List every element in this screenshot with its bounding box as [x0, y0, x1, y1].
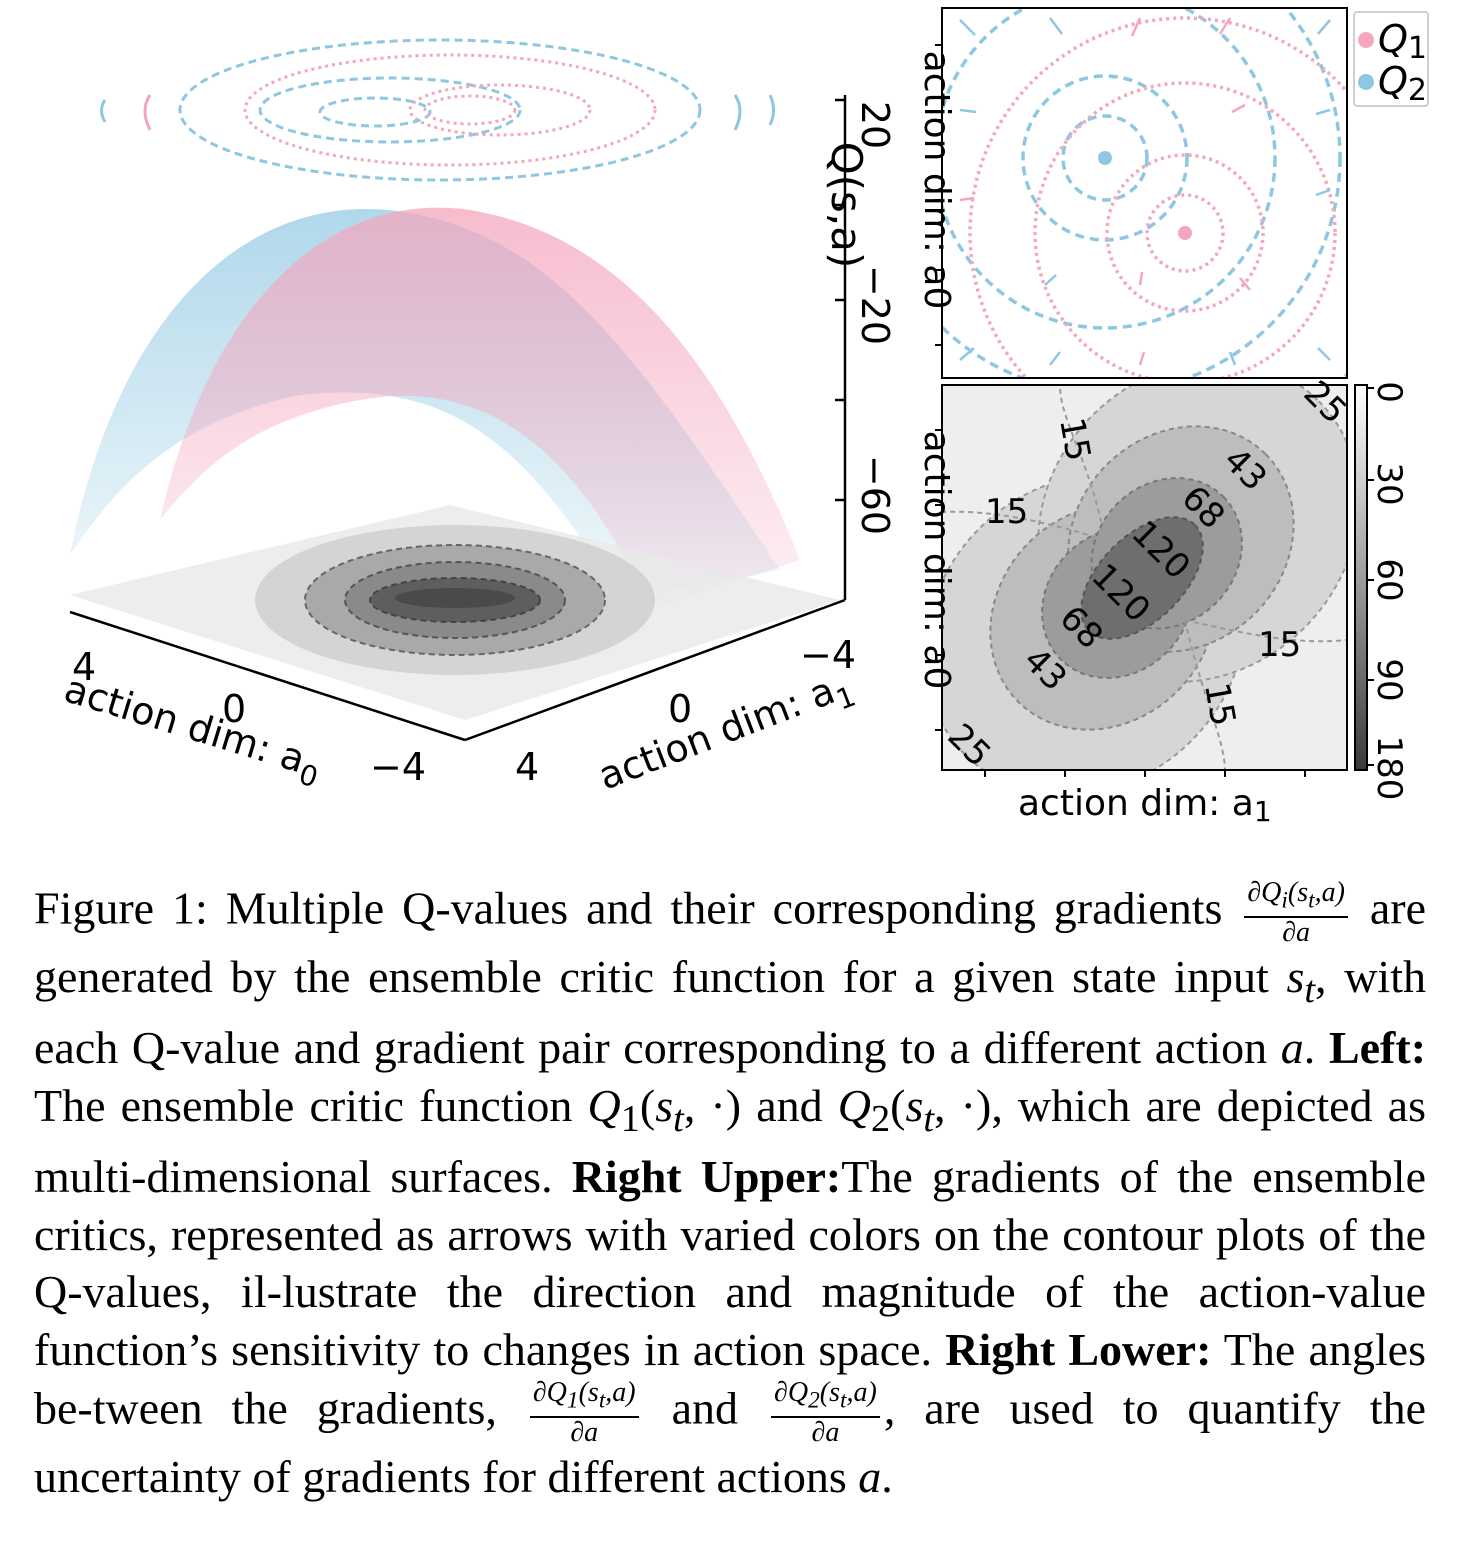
x-axis-label: action dim: a0	[57, 667, 327, 795]
y-axis-label: action dim: a1	[592, 662, 860, 806]
contour-label-15-right: 15	[1258, 625, 1301, 665]
y-tick-0: 0	[668, 687, 692, 731]
z-tick-minus20: −20	[853, 265, 897, 345]
caption-st: st	[1286, 950, 1315, 1011]
caption-a-final: a	[858, 1451, 882, 1503]
caption-seg3: , with each Q-value and gradient pair co…	[34, 950, 1426, 1074]
y-tick-minus4: −4	[800, 633, 856, 677]
figure-1: Q(s,a) 20 −20 −60 4 0 −4 action dim: a0 …	[57, 7, 1429, 828]
z-axis-label: Q(s,a)	[822, 142, 871, 269]
x-tick-minus4: −4	[370, 745, 426, 789]
contour-label-15-top: 15	[1051, 415, 1098, 465]
colorbar-tick-90: 90	[1369, 658, 1409, 701]
bottom-angle-plane	[70, 505, 840, 720]
q1-surface	[160, 207, 800, 610]
lower-ylabel: action dim: a0	[916, 431, 957, 690]
right-upper-plot: action dim: a0 Q1 Q2	[916, 7, 1429, 379]
upper-legend: Q1 Q2	[1353, 11, 1429, 108]
caption-seg11: , are used to quantify the uncertainty o…	[34, 1382, 1426, 1503]
z-tick-20: 20	[853, 101, 897, 149]
top-projection-contours	[100, 38, 775, 182]
caption-q2-fn: Q2(st, ·)	[837, 1079, 992, 1140]
upper-ylabel: action dim: a0	[916, 51, 957, 310]
right-lower-plot: 25 15 43 15 68 120 120 68 15 43 15 25 ac	[916, 373, 1409, 828]
caption-seg10: and	[642, 1382, 768, 1434]
caption-seg12: .	[881, 1451, 893, 1503]
caption-intro: Figure 1: Multiple Q-values and their co…	[34, 882, 1223, 934]
caption-seg9: The angles be-tween the gradients,	[34, 1323, 1427, 1434]
caption-seg4: .	[1303, 1022, 1329, 1074]
legend-q1-marker	[1358, 32, 1374, 48]
colorbar-tick-180: 180	[1369, 736, 1409, 801]
q-surfaces	[70, 207, 800, 610]
figure-caption: Figure 1: Multiple Q-values and their co…	[34, 878, 1426, 1506]
caption-right-upper-heading: Right Upper:	[571, 1151, 842, 1203]
z-tick-minus60: −60	[853, 455, 897, 535]
caption-seg7: , which are depicted as multi-dimensiona…	[34, 1079, 1427, 1203]
legend-q1-label: Q1	[1378, 17, 1427, 66]
caption-seg5: The ensemble critic function	[34, 1079, 588, 1131]
caption-frac-dq2: ∂Q2(st,a) ∂a	[771, 1378, 880, 1448]
legend-q2-marker	[1358, 74, 1374, 90]
contour-label-15-left: 15	[985, 492, 1028, 532]
caption-a: a	[1280, 1022, 1304, 1074]
caption-left-heading: Left:	[1328, 1022, 1427, 1074]
caption-seg8: The gradients of the ensemble critics, r…	[34, 1151, 1427, 1375]
lower-xlabel: action dim: a1	[1018, 783, 1272, 828]
colorbar-tick-30: 30	[1369, 462, 1409, 505]
x-tick-4: 4	[72, 645, 96, 689]
caption-frac-dq1: ∂Q1(st,a) ∂a	[529, 1378, 639, 1448]
caption-q1-fn: Q1(tst, ·)	[587, 1079, 742, 1140]
3d-axes	[69, 95, 847, 742]
caption-right-lower-heading: Right Lower:	[945, 1323, 1212, 1375]
y-tick-4: 4	[515, 745, 539, 789]
legend-q2-label: Q2	[1378, 59, 1427, 108]
left-3d-plot: Q(s,a) 20 −20 −60 4 0 −4 action dim: a0 …	[57, 38, 897, 806]
caption-seg6: and	[741, 1079, 838, 1131]
x-tick-0: 0	[222, 687, 246, 731]
contour-label-15-bottom: 15	[1196, 680, 1243, 730]
colorbar-tick-0: 0	[1369, 381, 1409, 403]
colorbar-tick-60: 60	[1369, 558, 1409, 601]
caption-seg2: are generated by the ensemble critic fun…	[34, 882, 1427, 1002]
colorbar: 0 30 60 90 180	[1354, 381, 1409, 801]
caption-frac-dqi: ∂Qi(st,a) ∂a	[1244, 878, 1348, 948]
